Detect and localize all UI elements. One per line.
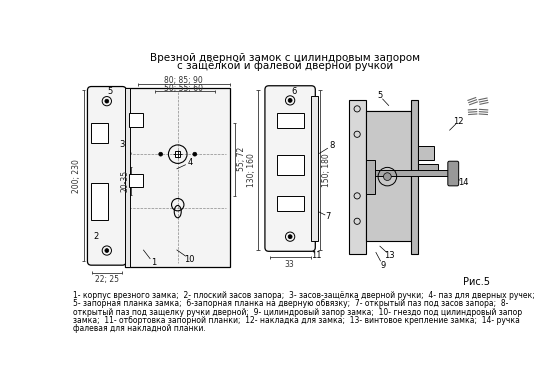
Text: замка;  11- отбортовка запорной планки;  12- накладка для замка;  13- винтовое к: замка; 11- отбортовка запорной планки; 1…: [73, 316, 520, 325]
Bar: [91, 123, 109, 143]
Text: 2: 2: [94, 232, 99, 241]
Circle shape: [159, 152, 163, 156]
Circle shape: [288, 235, 292, 239]
Circle shape: [193, 152, 197, 156]
Bar: [349, 99, 366, 254]
Text: 20-35: 20-35: [120, 170, 129, 192]
Bar: [368, 170, 453, 176]
Text: 11: 11: [311, 251, 321, 261]
Text: 80; 85; 90: 80; 85; 90: [164, 76, 203, 85]
Text: 33: 33: [285, 260, 295, 269]
Bar: [276, 155, 304, 175]
Text: 200; 230: 200; 230: [72, 159, 81, 193]
Bar: [129, 173, 143, 187]
Circle shape: [105, 99, 109, 103]
Bar: [91, 183, 109, 220]
Bar: [411, 99, 418, 254]
Text: Врезной дверной замок с цилиндровым запором: Врезной дверной замок с цилиндровым запо…: [150, 53, 420, 63]
Text: 50; 55; 60: 50; 55; 60: [164, 83, 203, 93]
Bar: [311, 96, 317, 241]
Bar: [276, 113, 304, 128]
Text: 130; 160: 130; 160: [247, 153, 256, 187]
Bar: [125, 88, 130, 267]
FancyBboxPatch shape: [265, 86, 315, 251]
Text: 10: 10: [184, 255, 195, 264]
Text: 12: 12: [453, 117, 464, 126]
Text: 1- корпус врезного замка;  2- плоский засов запора;  3- засов-защёлка дверной ру: 1- корпус врезного замка; 2- плоский зас…: [73, 291, 535, 299]
Text: 13: 13: [384, 251, 395, 260]
Text: 150; 180: 150; 180: [321, 153, 331, 187]
Text: 1: 1: [151, 258, 156, 267]
Bar: [175, 152, 180, 157]
Bar: [125, 88, 230, 267]
Bar: [366, 111, 411, 240]
Bar: [276, 196, 304, 211]
Text: 9: 9: [380, 261, 385, 270]
Text: открытый паз под защелку ручки дверной;  9- цилиндровый запор замка;  10- гнездо: открытый паз под защелку ручки дверной; …: [73, 307, 522, 317]
Circle shape: [384, 173, 391, 181]
Text: 22; 25: 22; 25: [95, 275, 119, 284]
Text: 6: 6: [292, 87, 297, 96]
Bar: [418, 163, 438, 171]
Text: Рис.5: Рис.5: [463, 277, 491, 287]
Text: 5- запорная планка замка;  6-запорная планка на дверную обвязку;  7- открытый па: 5- запорная планка замка; 6-запорная пла…: [73, 299, 508, 308]
Text: 8: 8: [329, 141, 334, 150]
Text: фалевая для накладной планки.: фалевая для накладной планки.: [73, 325, 206, 333]
Text: 4: 4: [187, 158, 192, 167]
Bar: [366, 160, 375, 194]
Bar: [418, 146, 434, 160]
Circle shape: [288, 98, 292, 102]
FancyBboxPatch shape: [448, 161, 458, 186]
Text: с защёлкой и фалевой дверной ручкой: с защёлкой и фалевой дверной ручкой: [177, 61, 393, 71]
Text: 14: 14: [458, 178, 468, 187]
Text: 3: 3: [120, 140, 125, 149]
Circle shape: [105, 249, 109, 253]
Text: 5: 5: [377, 91, 382, 100]
Text: 5: 5: [108, 87, 113, 96]
Bar: [129, 113, 143, 126]
Text: 55; 72: 55; 72: [237, 147, 246, 171]
FancyBboxPatch shape: [87, 86, 126, 265]
Text: 7: 7: [326, 212, 331, 221]
